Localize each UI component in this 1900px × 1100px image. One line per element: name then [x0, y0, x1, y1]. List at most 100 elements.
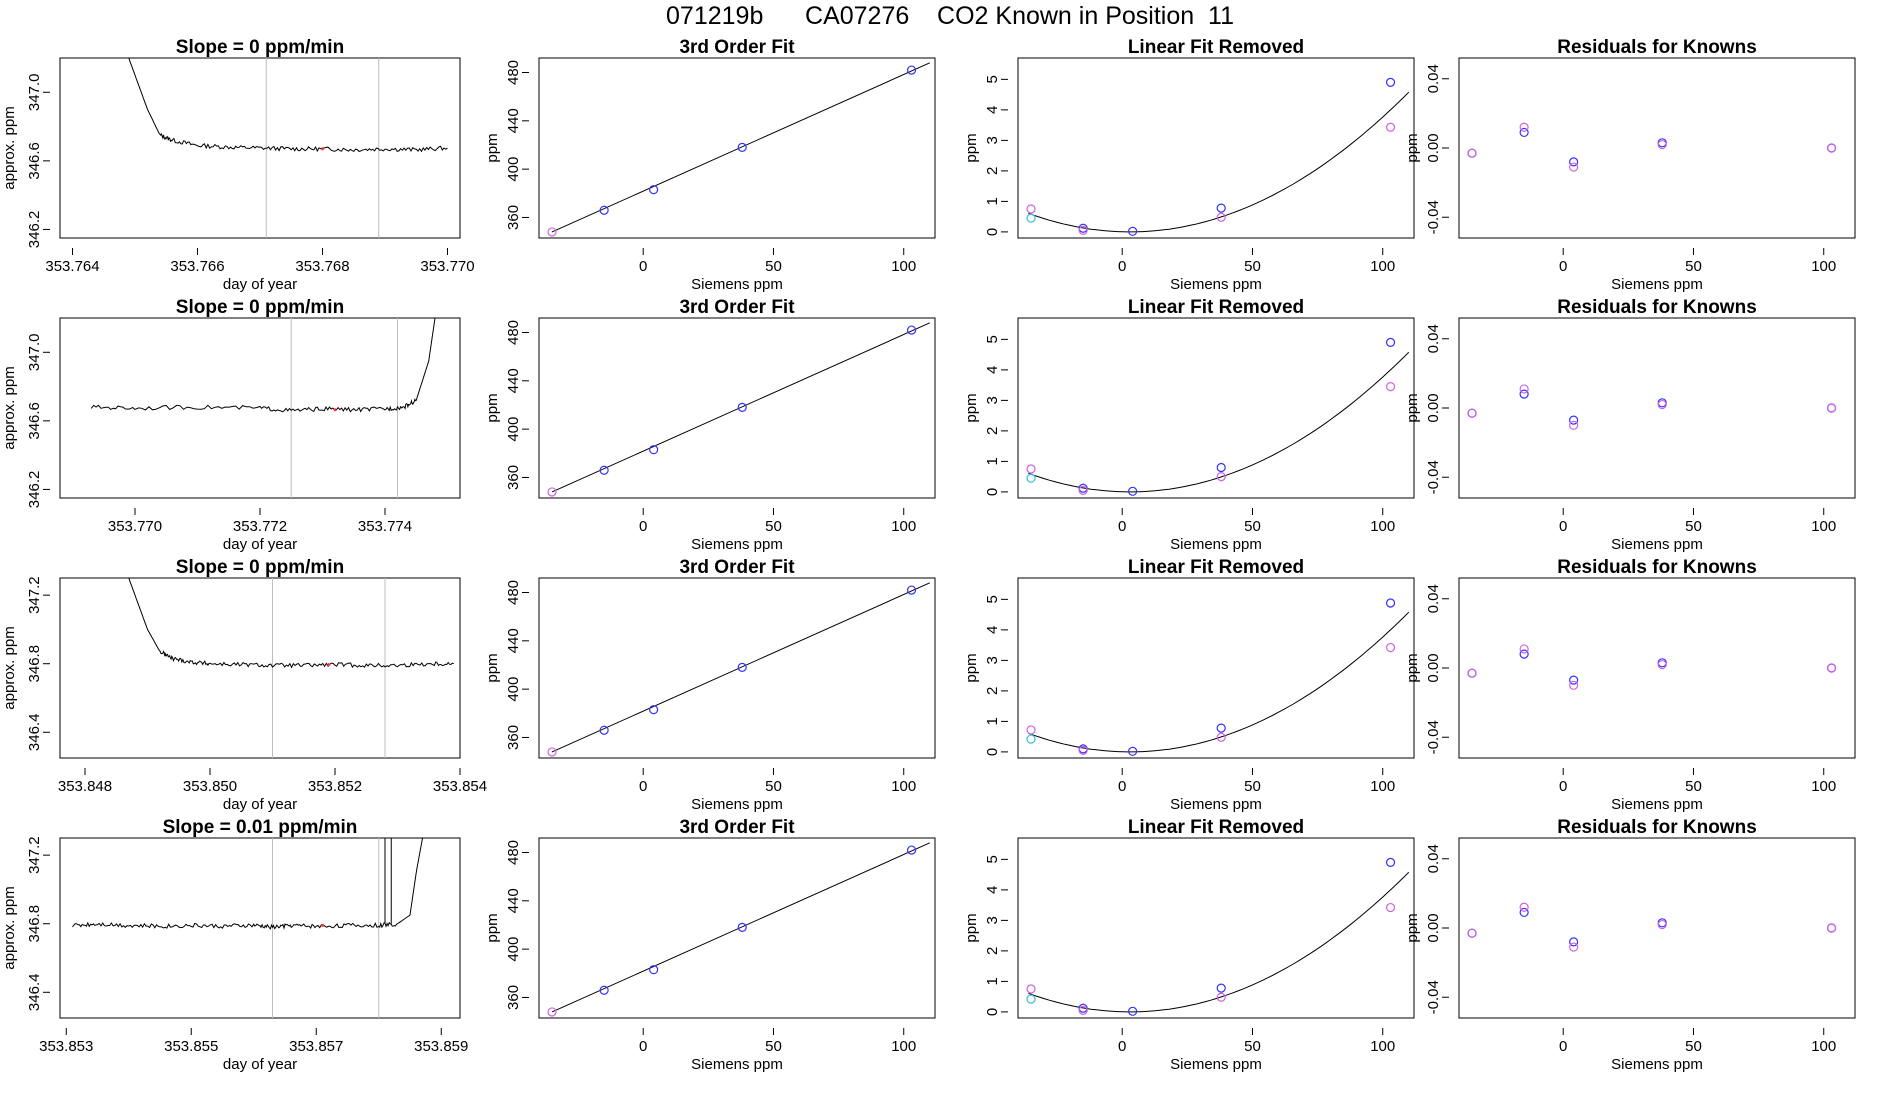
residual-point [1519, 644, 1529, 654]
x-tick-label: 100 [891, 258, 916, 275]
y-axis-label: ppm [1404, 133, 1421, 162]
residual-point [1569, 937, 1579, 947]
y-tick-label: 4 [984, 106, 1001, 114]
panel-13 [43, 837, 461, 1035]
y-axis-label: ppm [1404, 653, 1421, 682]
marker-point [327, 663, 331, 667]
y-tick-label: 5 [984, 595, 1001, 603]
x-tick-label: 353.770 [420, 258, 474, 275]
plot-area [547, 582, 930, 757]
plot-area [1467, 644, 1837, 690]
panel-title: 3rd Order Fit [679, 817, 795, 838]
panel-title: Linear Fit Removed [1128, 297, 1304, 318]
data-point [906, 65, 917, 75]
data-point [1128, 1006, 1138, 1016]
x-tick-label: 50 [1244, 518, 1261, 535]
residual-point [1657, 659, 1667, 670]
data-point [1128, 486, 1138, 496]
panel-title: Slope = 0 ppm/min [176, 297, 344, 318]
x-tick-label: 50 [765, 518, 782, 535]
y-tick-label: 346.8 [26, 645, 43, 683]
marker-point [333, 408, 337, 412]
residual-point [1657, 399, 1667, 410]
x-tick-label: 100 [1370, 778, 1395, 795]
y-tick-label: 0.00 [1425, 133, 1442, 162]
x-tick-label: 50 [1244, 258, 1261, 275]
x-tick-label: 353.766 [170, 258, 224, 275]
data-point [547, 747, 557, 757]
panel-6 [522, 317, 936, 515]
panel-title: Slope = 0.01 ppm/min [163, 817, 358, 838]
plot-area [72, 838, 423, 1018]
x-tick-label: 353.768 [295, 258, 349, 275]
plot-frame [59, 837, 461, 1019]
y-axis-label: ppm [963, 913, 980, 942]
residual-point [1826, 403, 1837, 413]
x-tick-label: 353.857 [289, 1038, 343, 1055]
residual-point [1569, 162, 1579, 172]
panel-title: Slope = 0 ppm/min [176, 557, 344, 578]
x-tick-label: 0 [1118, 258, 1126, 275]
data-point [1078, 745, 1088, 755]
panel-7 [1001, 317, 1415, 515]
y-tick-label: 360 [505, 725, 522, 750]
y-axis-label: approx. ppm [1, 626, 18, 709]
x-tick-label: 100 [1811, 1038, 1836, 1055]
residual-point [1519, 389, 1529, 399]
fit-curve [1028, 611, 1410, 753]
data-point [599, 205, 609, 215]
x-tick-label: 0 [1559, 778, 1567, 795]
data-point [1026, 213, 1036, 223]
plot-frame [1017, 57, 1415, 239]
residual-point [1826, 663, 1837, 673]
panel-title: Residuals for Knowns [1557, 557, 1757, 578]
x-axis-label: Siemens ppm [1170, 1056, 1262, 1073]
panel-title: Slope = 0 ppm/min [176, 37, 344, 58]
y-tick-label: 400 [505, 417, 522, 442]
y-tick-label: -0.04 [1425, 460, 1442, 494]
x-axis-label: Siemens ppm [691, 536, 783, 553]
figure-title: 071219b CA07276 CO2 Known in Position 11 [666, 2, 1234, 30]
data-point [599, 725, 609, 735]
data-point [599, 985, 609, 995]
y-tick-label: 346.2 [26, 471, 43, 509]
data-point [1385, 857, 1396, 868]
residual-point [1467, 148, 1477, 158]
panel-15 [1001, 837, 1415, 1035]
data-point [1078, 225, 1088, 235]
residual-point [1657, 139, 1667, 150]
data-point [1026, 204, 1036, 214]
y-axis-label: ppm [963, 393, 980, 422]
panel-3 [1001, 57, 1415, 255]
plot-area [128, 58, 448, 238]
y-tick-label: 480 [505, 60, 522, 85]
plot-area [1026, 77, 1410, 236]
data-point [1026, 994, 1036, 1004]
panel-10 [522, 577, 936, 775]
ppm-trace [128, 578, 454, 669]
residual-point [1826, 923, 1837, 933]
x-axis-label: Siemens ppm [691, 796, 783, 813]
x-axis-label: Siemens ppm [691, 276, 783, 293]
plot-frame [1458, 317, 1856, 499]
plot-area [128, 578, 454, 758]
y-tick-label: 346.2 [26, 211, 43, 249]
x-axis-label: Siemens ppm [1611, 1056, 1703, 1073]
panel-12 [1442, 577, 1856, 775]
y-tick-label: 0.04 [1425, 844, 1442, 873]
y-tick-label: -0.04 [1425, 200, 1442, 234]
data-point [1026, 464, 1036, 474]
x-tick-label: 50 [1685, 258, 1702, 275]
fit-curve [1028, 91, 1410, 233]
x-tick-label: 353.772 [233, 518, 287, 535]
y-axis-label: approx. ppm [1, 366, 18, 449]
y-tick-label: 0.00 [1425, 913, 1442, 942]
plot-area [1026, 857, 1410, 1016]
data-point [1385, 337, 1396, 348]
x-tick-label: 0 [1118, 1038, 1126, 1055]
panel-title: 3rd Order Fit [679, 297, 795, 318]
panel-title: Linear Fit Removed [1128, 557, 1304, 578]
data-point [1385, 122, 1396, 132]
panel-2 [522, 57, 936, 255]
